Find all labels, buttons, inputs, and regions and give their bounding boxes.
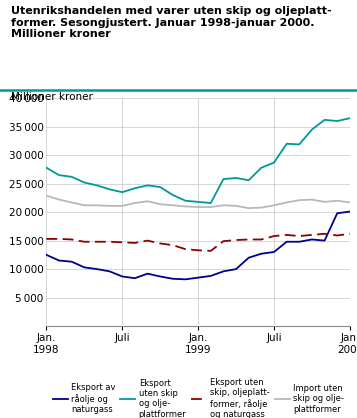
Legend: Eksport av
råolje og
naturgass, Eksport
uten skip
og olje-
plattformer, Eksport : Eksport av råolje og naturgass, Eksport … — [52, 378, 344, 418]
Text: Millioner kroner: Millioner kroner — [11, 92, 92, 102]
Text: Utenrikshandelen med varer uten skip og oljeplatt-
former. Sesongjustert. Januar: Utenrikshandelen med varer uten skip og … — [11, 6, 331, 39]
